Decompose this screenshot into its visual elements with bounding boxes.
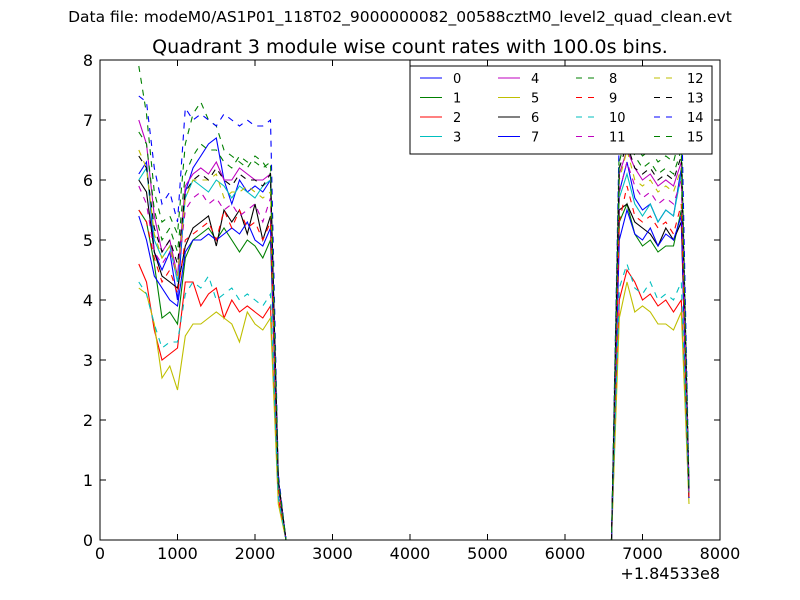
series-line-13 [138, 142, 690, 541]
axis-ticks: 0 1000 2000 3000 4000 5000 6000 7000 80000123456… [83, 51, 741, 563]
series-line-1 [138, 202, 690, 541]
legend-label-9: 9 [609, 92, 617, 107]
x-offset-label: +1.84533e8 [620, 564, 720, 583]
x-tick-label: 6000 [545, 544, 586, 563]
series-line-4 [138, 119, 690, 541]
series-line-15 [138, 130, 690, 541]
y-tick-label: 8 [83, 51, 93, 70]
x-tick-label: 5000 [467, 544, 508, 563]
series-line-2 [138, 263, 690, 541]
series-line-3 [138, 166, 690, 541]
x-tick-label: 4000 [390, 544, 431, 563]
x-tick-label: 7000 [622, 544, 663, 563]
legend-label-7: 7 [531, 131, 539, 146]
legend-label-8: 8 [609, 72, 617, 87]
series-line-12 [138, 147, 690, 541]
y-tick-label: 5 [83, 231, 93, 250]
series-line-9 [138, 185, 690, 541]
x-tick-label: 0 [95, 544, 105, 563]
y-tick-label: 7 [83, 111, 93, 130]
series-line-10 [138, 262, 690, 541]
data-file-caption: Data file: modeM0/AS1P01_118T02_90000000… [68, 8, 732, 26]
x-tick-label: 1000 [157, 544, 198, 563]
y-tick-label: 6 [83, 171, 93, 190]
legend-label-10: 10 [609, 111, 626, 126]
legend-label-0: 0 [453, 72, 461, 87]
legend-label-13: 13 [687, 92, 704, 107]
y-tick-label: 4 [83, 291, 93, 310]
legend-label-4: 4 [531, 72, 539, 87]
legend-label-3: 3 [453, 131, 461, 146]
y-tick-label: 2 [83, 411, 93, 430]
series-layer [138, 65, 690, 541]
x-tick-label: 8000 [700, 544, 741, 563]
y-tick-label: 0 [83, 531, 93, 550]
x-tick-label: 2000 [235, 544, 276, 563]
legend-label-11: 11 [609, 131, 626, 146]
series-line-7 [138, 208, 690, 541]
series-line-5 [138, 281, 690, 541]
legend-box [409, 65, 713, 155]
y-tick-label: 1 [83, 471, 93, 490]
legend-label-1: 1 [453, 92, 461, 107]
legend-label-5: 5 [531, 92, 539, 107]
y-tick-label: 3 [83, 351, 93, 370]
series-line-6 [138, 179, 690, 541]
legend-label-6: 6 [531, 111, 539, 126]
chart-title: Quadrant 3 module wise count rates with … [152, 36, 668, 58]
legend-label-12: 12 [687, 72, 704, 87]
series-line-14 [138, 65, 690, 541]
legend-label-15: 15 [687, 131, 704, 146]
legend-label-2: 2 [453, 111, 461, 126]
x-tick-label: 3000 [312, 544, 353, 563]
series-line-0 [138, 137, 690, 541]
legend-label-14: 14 [687, 111, 704, 126]
